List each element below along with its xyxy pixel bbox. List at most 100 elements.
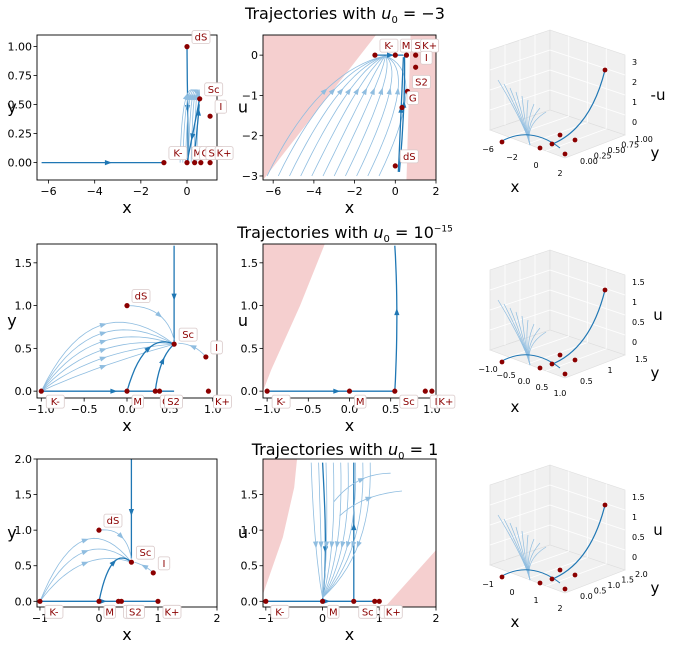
trajectory-arrow-2 <box>336 88 344 96</box>
fixed-point-label: M <box>356 397 365 408</box>
y-tick-label: 1.0 <box>15 524 33 537</box>
fixed-point-label: K- <box>384 41 394 52</box>
fixed-point-Sc <box>128 559 135 565</box>
y-tick-label-3d: 1 <box>608 366 613 375</box>
trajectory-arrow-2 <box>81 561 89 567</box>
z-tick-label-3d: 0 <box>632 118 637 127</box>
x-tick-label-3d: 0 <box>509 588 514 597</box>
fixed-point-3d-1 <box>537 580 543 586</box>
x-tick-label-3d: −6 <box>482 145 494 154</box>
y-tick-label: 0.5 <box>15 560 33 573</box>
trajectory-arrow-1 <box>171 293 177 301</box>
y-tick-label: 1.0 <box>241 300 259 313</box>
x-axis-label: x <box>345 625 354 644</box>
x-tick-label: 0.0 <box>118 403 136 416</box>
fixed-point-label: I <box>425 53 428 64</box>
x-tick-label: −4 <box>306 185 322 198</box>
y-tick-label-3d: 2.0 <box>635 570 648 579</box>
y-axis-label: u <box>238 523 248 542</box>
fixed-point-S2 <box>156 388 163 394</box>
fixed-point-3d-6 <box>557 352 563 358</box>
fixed-point-dS <box>96 527 102 533</box>
fixed-point-3d-5 <box>602 502 608 508</box>
fixed-point-label-box <box>379 38 399 53</box>
trajectory-arrow-0 <box>333 388 341 394</box>
trajectory-arrow-10 <box>195 108 201 116</box>
y-axis-label-3d: y <box>651 144 660 162</box>
trajectory-line-6 <box>322 462 335 598</box>
y-tick-label-3d: 0.75 <box>621 141 639 150</box>
trajectory-arrow-3 <box>345 87 352 96</box>
z-tick-label-3d: 1 <box>632 98 637 107</box>
trajectory-arrow-2 <box>99 364 107 370</box>
z-tick-label-3d: 1.5 <box>632 493 645 502</box>
forbidden-region <box>263 459 298 595</box>
y-tick-label: 0.0 <box>241 385 259 398</box>
y-tick-label: 0.50 <box>8 99 33 112</box>
fixed-point-label-box <box>178 327 198 342</box>
fixed-point-G <box>399 104 405 111</box>
x-axis-label: x <box>122 416 131 435</box>
fixed-point-label: dS <box>135 292 148 303</box>
trajectory-arrow-4 <box>99 348 107 354</box>
trajectory-line-2 <box>289 55 386 177</box>
x-tick-label: 1 <box>376 612 383 625</box>
y-tick-label-3d: 0.50 <box>608 146 626 155</box>
z-axis-label-3d: u <box>653 521 663 539</box>
fixed-point-label: I <box>163 559 166 570</box>
x-tick-label-3d: 2 <box>557 169 562 178</box>
fixed-point-label-box <box>270 604 290 619</box>
fixed-point-3d-6 <box>557 567 563 573</box>
z-tick-label-3d: 3 <box>632 58 637 67</box>
fixed-point-label-box <box>383 604 403 619</box>
axes-frame <box>262 34 437 181</box>
trajectory-line-11 <box>322 462 371 599</box>
x-tick-label: −1 <box>258 612 274 625</box>
fixed-point-label-box <box>44 604 64 619</box>
x-tick-label: 0 <box>95 612 102 625</box>
trajectory-arrow-0 <box>323 598 331 604</box>
grid-line <box>508 335 569 358</box>
z-tick-label-3d: 1 <box>632 298 637 307</box>
x-tick-label: −6 <box>40 185 56 198</box>
fixed-point-K- <box>263 598 269 604</box>
trajectory-arrow-12 <box>357 477 366 484</box>
fixed-point-3d-0 <box>499 359 505 365</box>
fixed-point-label: Sc <box>182 330 194 341</box>
trajectory-arrow-5 <box>323 541 330 549</box>
y-tick-label: −1 <box>242 89 258 102</box>
trajectory-3d-8 <box>528 331 547 366</box>
trajectory-arrow-5 <box>99 339 107 345</box>
trajectory-arrow-0 <box>320 88 328 96</box>
fixed-point-label: S2 <box>167 397 180 408</box>
fixed-point-label-box <box>204 82 224 97</box>
fixed-point-dS <box>124 303 130 309</box>
x-tick-label-3d: 0.5 <box>536 383 549 392</box>
z-tick-label-3d: 2 <box>632 78 637 87</box>
grid-line <box>489 69 551 91</box>
fixed-point-I <box>413 64 419 70</box>
fixed-point-label-box <box>399 394 419 409</box>
fixed-point-M <box>346 388 353 394</box>
x-tick-label: 0.5 <box>382 403 400 416</box>
y-axis-label-3d: y <box>651 579 660 597</box>
trajectory-arrow-0 <box>99 598 107 604</box>
trajectory-3d-main <box>549 69 606 146</box>
trajectory-arrow-1 <box>394 308 400 316</box>
fixed-point-label-box <box>354 394 367 409</box>
trajectory-line-12 <box>397 57 405 172</box>
fixed-point-label: K- <box>275 607 285 618</box>
fixed-point-label-box <box>103 513 123 528</box>
y-axis-label-3d: y <box>651 364 660 382</box>
y-tick-label-3d: 0.5 <box>580 377 593 386</box>
fixed-point-label: I <box>435 397 438 408</box>
fixed-point-label-box <box>162 604 182 619</box>
x-tick-label-3d: 0.0 <box>518 377 531 386</box>
trajectory-arrow-9 <box>345 540 351 549</box>
fixed-point-I <box>150 570 156 576</box>
row-title-2: Trajectories with u0 = 10−15 <box>237 223 453 246</box>
fixed-point-label: Sc <box>208 85 220 96</box>
fixed-point-K+ <box>376 598 382 604</box>
trajectory-arrow-7 <box>378 87 384 95</box>
